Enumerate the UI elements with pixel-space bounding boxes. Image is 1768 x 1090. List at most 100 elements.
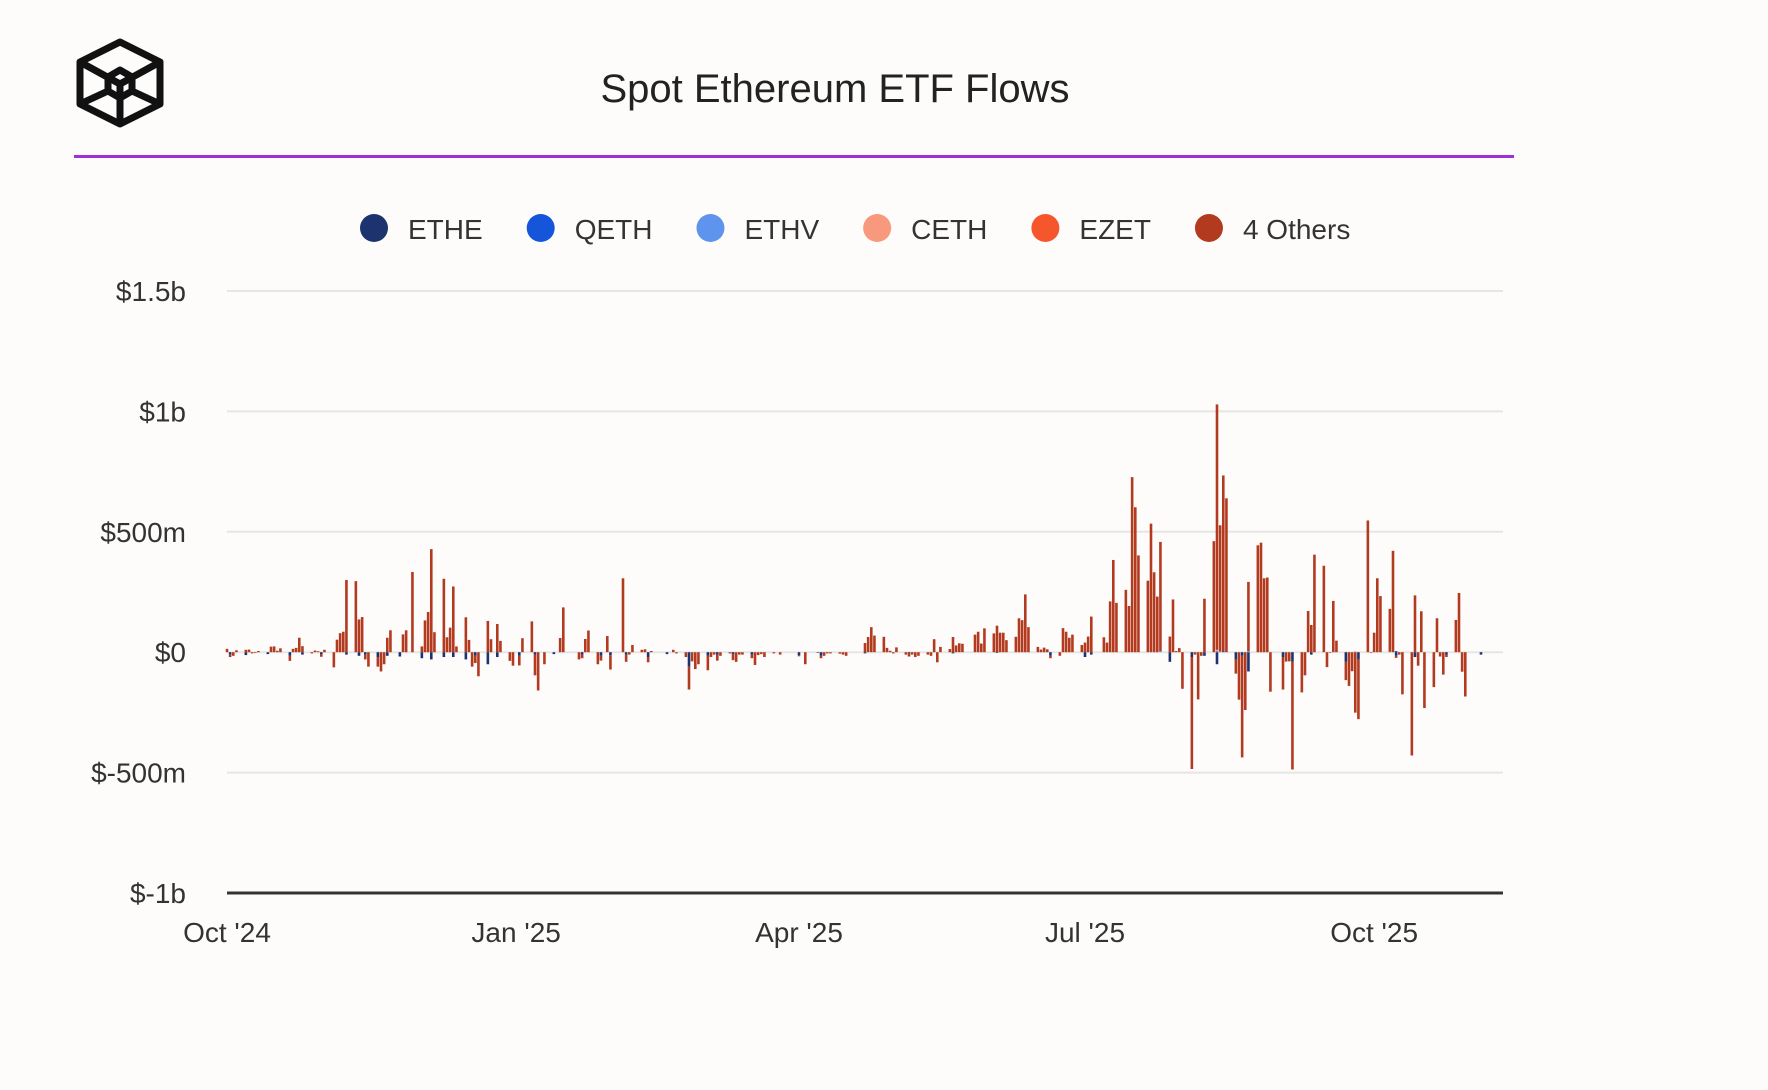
bar-ethe[interactable] <box>533 652 537 655</box>
bar-4-others[interactable] <box>1281 657 1285 690</box>
bar-4-others[interactable] <box>451 586 455 653</box>
bar-4-others[interactable] <box>917 652 920 656</box>
bar-4-others[interactable] <box>1137 555 1140 653</box>
bar-4-others[interactable] <box>1335 640 1338 653</box>
bar-ethe[interactable] <box>731 652 735 655</box>
bar-ethe[interactable] <box>552 652 556 655</box>
bar-ethe[interactable] <box>1168 652 1172 662</box>
bar-4-others[interactable] <box>1124 589 1128 653</box>
bar-4-others[interactable] <box>1190 657 1194 769</box>
bar-4-others[interactable] <box>404 630 408 653</box>
bar-4-others[interactable] <box>363 654 367 660</box>
bar-4-others[interactable] <box>753 652 757 665</box>
bar-4-others[interactable] <box>561 607 565 653</box>
bar-4-others[interactable] <box>998 632 1002 653</box>
bar-4-others[interactable] <box>1309 624 1313 653</box>
bar-4-others[interactable] <box>1130 477 1134 653</box>
bar-4-others[interactable] <box>253 652 257 653</box>
bar-4-others[interactable] <box>1291 661 1294 770</box>
bar-ethe[interactable] <box>420 652 424 659</box>
legend-item[interactable]: 4 Others <box>1194 214 1350 245</box>
bar-4-others[interactable] <box>1199 652 1203 656</box>
bar-ethe[interactable] <box>1357 652 1360 660</box>
bar-ethe[interactable] <box>819 652 823 656</box>
bar-4-others[interactable] <box>825 652 829 654</box>
bar-4-others[interactable] <box>675 652 678 654</box>
bar-4-others[interactable] <box>467 639 471 653</box>
bar-4-others[interactable] <box>310 652 314 654</box>
bar-4-others[interactable] <box>433 632 436 653</box>
bar-4-others[interactable] <box>929 652 933 656</box>
bar-4-others[interactable] <box>345 579 348 653</box>
bar-4-others[interactable] <box>499 640 502 653</box>
bar-4-others[interactable] <box>737 652 741 655</box>
bar-4-others[interactable] <box>1265 577 1269 653</box>
bar-4-others[interactable] <box>797 655 801 657</box>
bar-4-others[interactable] <box>448 627 452 653</box>
bar-4-others[interactable] <box>1155 596 1159 653</box>
bar-4-others[interactable] <box>1215 404 1219 650</box>
bar-4-others[interactable] <box>1394 655 1398 658</box>
bar-ethe[interactable] <box>1281 652 1285 658</box>
bar-4-others[interactable] <box>1435 618 1439 653</box>
bar-4-others[interactable] <box>1463 652 1467 697</box>
bar-4-others[interactable] <box>1457 592 1461 653</box>
bar-4-others[interactable] <box>1331 600 1335 653</box>
bar-4-others[interactable] <box>1262 578 1266 653</box>
bar-4-others[interactable] <box>1146 580 1150 653</box>
bar-4-others[interactable] <box>389 630 392 653</box>
bar-4-others[interactable] <box>1438 652 1442 657</box>
bar-4-others[interactable] <box>1159 541 1162 651</box>
bar-4-others[interactable] <box>995 625 999 653</box>
bar-4-others[interactable] <box>1419 611 1423 653</box>
bar-ethe[interactable] <box>517 652 521 656</box>
bar-4-others[interactable] <box>1269 652 1272 692</box>
bar-4-others[interactable] <box>1454 619 1458 653</box>
bar-4-others[interactable] <box>543 652 546 665</box>
bar-4-others[interactable] <box>1171 599 1175 653</box>
bar-4-others[interactable] <box>719 652 722 656</box>
bar-4-others[interactable] <box>1089 616 1093 653</box>
bar-ethe[interactable] <box>1247 652 1250 672</box>
bar-4-others[interactable] <box>649 651 653 653</box>
bar-ethe[interactable] <box>345 652 348 655</box>
bar-4-others[interactable] <box>357 619 361 653</box>
bar-4-others[interactable] <box>1237 652 1241 700</box>
bar-4-others[interactable] <box>385 637 389 653</box>
bar-4-others[interactable] <box>1017 618 1021 653</box>
bar-4-others[interactable] <box>1240 655 1244 758</box>
bar-ethe[interactable] <box>624 652 628 655</box>
bar-4-others[interactable] <box>1441 652 1445 675</box>
bar-4-others[interactable] <box>1086 636 1090 653</box>
bar-ethe[interactable] <box>1215 652 1219 665</box>
bar-4-others[interactable] <box>690 652 694 662</box>
bar-4-others[interactable] <box>709 652 713 658</box>
bar-ethe[interactable] <box>363 652 367 655</box>
bar-4-others[interactable] <box>517 655 521 666</box>
bar-4-others[interactable] <box>1023 594 1027 653</box>
bar-4-others[interactable] <box>684 652 688 658</box>
bar-4-others[interactable] <box>1020 620 1024 653</box>
bar-4-others[interactable] <box>1177 648 1181 653</box>
bar-4-others[interactable] <box>1061 628 1065 653</box>
bar-ethe[interactable] <box>1083 652 1087 658</box>
bar-ethe[interactable] <box>486 652 490 665</box>
bar-4-others[interactable] <box>728 652 732 654</box>
legend-item[interactable]: QETH <box>526 214 653 245</box>
bar-4-others[interactable] <box>508 652 512 661</box>
bar-4-others[interactable] <box>1108 601 1112 653</box>
bar-ethe[interactable] <box>1344 652 1348 662</box>
bar-4-others[interactable] <box>816 652 820 653</box>
bar-4-others[interactable] <box>1416 652 1420 666</box>
bar-ethe[interactable] <box>1234 652 1238 660</box>
bar-4-others[interactable] <box>1174 651 1178 653</box>
bar-4-others[interactable] <box>1287 652 1291 662</box>
bar-4-others[interactable] <box>1243 652 1247 710</box>
bar-4-others[interactable] <box>932 639 936 653</box>
bar-4-others[interactable] <box>1225 498 1228 653</box>
bar-4-others[interactable] <box>671 649 675 653</box>
bar-ethe[interactable] <box>1479 652 1483 655</box>
bar-4-others[interactable] <box>731 654 735 661</box>
bar-4-others[interactable] <box>1357 659 1360 720</box>
bar-4-others[interactable] <box>992 633 996 653</box>
